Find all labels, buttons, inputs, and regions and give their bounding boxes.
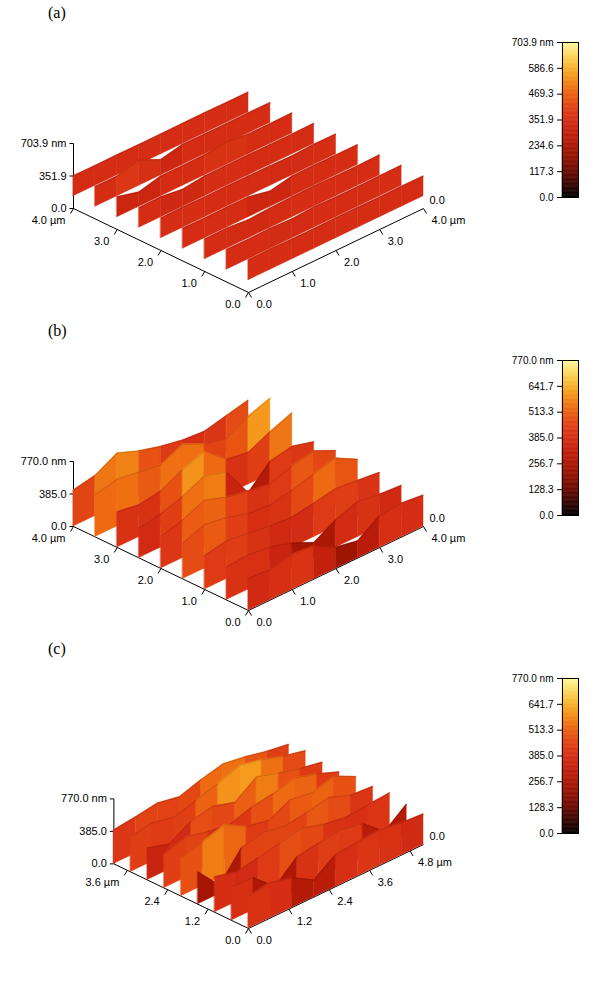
svg-text:1.2: 1.2: [297, 915, 312, 927]
svg-text:4.0 µm: 4.0 µm: [432, 532, 466, 544]
svg-text:0.0: 0.0: [225, 934, 240, 946]
html-text:(b): (b): [48, 322, 67, 339]
svg-text:770.0 nm: 770.0 nm: [512, 355, 554, 366]
svg-text:0.0: 0.0: [257, 616, 272, 628]
svg-text:2.4: 2.4: [337, 895, 352, 907]
svg-text:0.0: 0.0: [51, 202, 66, 214]
svg-text:0.0: 0.0: [92, 857, 107, 869]
svg-text:2.0: 2.0: [138, 574, 153, 586]
svg-text:234.6: 234.6: [528, 140, 553, 151]
svg-text:0.0: 0.0: [257, 298, 272, 310]
svg-text:2.0: 2.0: [344, 574, 359, 586]
svg-text:4.0 µm: 4.0 µm: [432, 214, 466, 226]
svg-text:0.0: 0.0: [257, 934, 272, 946]
svg-text:256.7: 256.7: [528, 458, 553, 469]
svg-text:703.9 nm: 703.9 nm: [512, 37, 554, 48]
svg-text:3.6: 3.6: [378, 876, 393, 888]
svg-text:641.7: 641.7: [528, 699, 553, 710]
svg-text:128.3: 128.3: [528, 802, 553, 813]
svg-text:3.0: 3.0: [388, 553, 403, 565]
html-text:(c): (c): [48, 640, 66, 657]
svg-text:117.3: 117.3: [529, 166, 554, 177]
svg-text:1.0: 1.0: [181, 595, 196, 607]
svg-text:0.0: 0.0: [225, 616, 240, 628]
svg-text:703.9 nm: 703.9 nm: [21, 137, 67, 149]
svg-text:2.0: 2.0: [138, 256, 153, 268]
svg-text:4.0 µm: 4.0 µm: [32, 532, 66, 544]
svg-text:0.0: 0.0: [51, 520, 66, 532]
svg-text:1.0: 1.0: [300, 277, 315, 289]
svg-text:1.0: 1.0: [300, 595, 315, 607]
svg-text:351.9: 351.9: [39, 170, 67, 182]
svg-text:385.0: 385.0: [528, 750, 553, 761]
svg-text:4.8 µm: 4.8 µm: [418, 856, 452, 868]
svg-text:0.0: 0.0: [430, 194, 445, 206]
svg-text:2.4: 2.4: [144, 895, 159, 907]
svg-text:641.7: 641.7: [528, 381, 553, 392]
svg-text:770.0 nm: 770.0 nm: [61, 792, 107, 804]
svg-text:770.0 nm: 770.0 nm: [512, 673, 554, 684]
html-text:(a): (a): [48, 4, 66, 21]
svg-text:128.3: 128.3: [528, 484, 553, 495]
svg-text:513.3: 513.3: [528, 724, 553, 735]
svg-text:513.3: 513.3: [528, 406, 553, 417]
svg-text:0.0: 0.0: [430, 830, 445, 842]
svg-text:385.0: 385.0: [528, 432, 553, 443]
svg-text:1.0: 1.0: [181, 277, 196, 289]
svg-text:0.0: 0.0: [430, 512, 445, 524]
svg-text:351.9: 351.9: [528, 114, 553, 125]
svg-text:4.0 µm: 4.0 µm: [32, 214, 66, 226]
svg-text:770.0 nm: 770.0 nm: [21, 455, 67, 467]
svg-text:3.0: 3.0: [94, 235, 109, 247]
svg-text:256.7: 256.7: [528, 776, 553, 787]
svg-text:469.3: 469.3: [528, 88, 553, 99]
svg-text:0.0: 0.0: [540, 192, 554, 203]
svg-text:3.0: 3.0: [388, 235, 403, 247]
svg-text:385.0: 385.0: [79, 825, 107, 837]
svg-text:0.0: 0.0: [540, 510, 554, 521]
svg-text:3.6 µm: 3.6 µm: [85, 876, 119, 888]
svg-text:3.0: 3.0: [94, 553, 109, 565]
svg-text:385.0: 385.0: [39, 488, 67, 500]
svg-text:2.0: 2.0: [344, 256, 359, 268]
svg-text:0.0: 0.0: [225, 298, 240, 310]
svg-text:586.6: 586.6: [528, 63, 553, 74]
svg-text:0.0: 0.0: [540, 828, 554, 839]
svg-text:1.2: 1.2: [185, 915, 200, 927]
